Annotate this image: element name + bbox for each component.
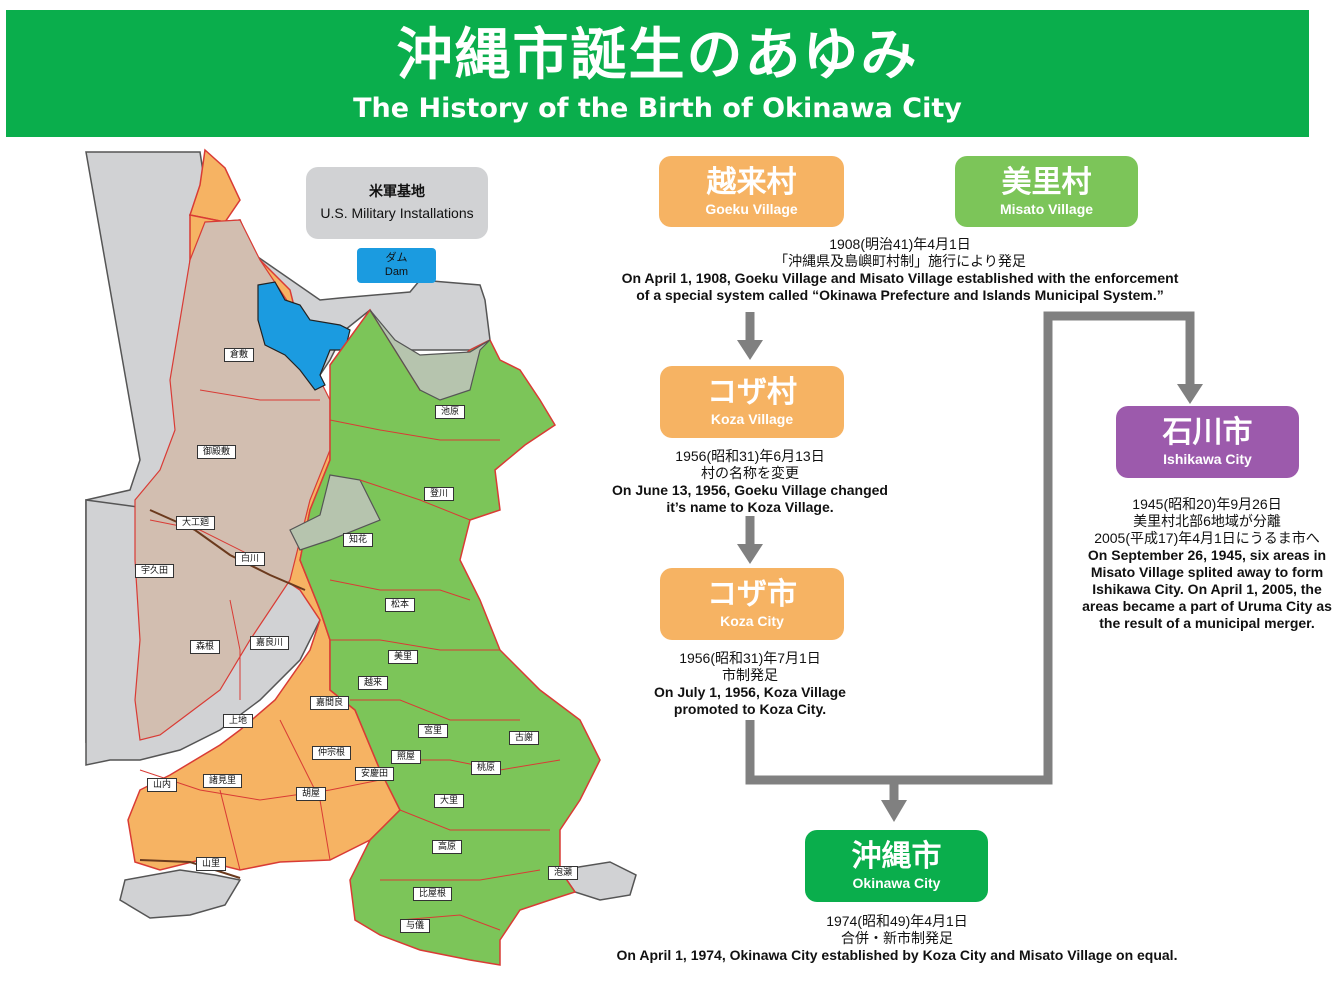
place-label: 嘉間良 bbox=[310, 696, 350, 710]
place-label: 安慶田 bbox=[355, 767, 395, 781]
place-label: 比屋根 bbox=[413, 887, 453, 901]
place-label: 与儀 bbox=[400, 919, 431, 933]
node-misato-village: 美里村 Misato Village bbox=[955, 156, 1138, 227]
title-japanese: 沖縄市誕生のあゆみ bbox=[396, 23, 919, 88]
place-label: 知花 bbox=[343, 533, 374, 547]
note-ishikawa-ja-1: 1945(昭和20)年9月26日 bbox=[1132, 496, 1282, 512]
dam-area bbox=[257, 281, 351, 391]
place-label: 泡瀬 bbox=[548, 866, 579, 880]
place-label: 古謝 bbox=[509, 731, 540, 745]
node-goeku-ja: 越来村 bbox=[706, 165, 797, 200]
arrow-head bbox=[881, 800, 907, 822]
note-1956b-ja: 市制発足 bbox=[722, 667, 778, 683]
node-goeku-village: 越来村 Goeku Village bbox=[659, 156, 844, 227]
misato-base-area bbox=[289, 309, 491, 551]
note-1908-date: 1908(明治41)年4月1日 bbox=[829, 236, 971, 252]
place-label: 仲宗根 bbox=[312, 746, 352, 760]
place-label: 嘉良川 bbox=[250, 636, 290, 650]
note-1956b-date: 1956(昭和31)年7月1日 bbox=[679, 650, 821, 666]
note-1956a-en-1: On June 13, 1956, Goeku Village changed bbox=[612, 482, 888, 498]
arrow-head bbox=[1177, 384, 1203, 404]
node-goeku-en: Goeku Village bbox=[705, 201, 798, 217]
place-label: 宇久田 bbox=[135, 564, 175, 578]
node-ishikawa-city: 石川市 Ishikawa City bbox=[1116, 406, 1299, 478]
node-misato-en: Misato Village bbox=[999, 201, 1094, 217]
place-label: 大里 bbox=[434, 794, 465, 808]
note-1908-en-2: of a special system called “Okinawa Pref… bbox=[636, 287, 1164, 303]
note-1908-ja: 「沖縄県及島嶼町村制」施行により発足 bbox=[774, 253, 1026, 269]
legend-military: 米軍基地 U.S. Military Installations bbox=[306, 167, 488, 239]
note-ishikawa-en-3: Ishikawa City. On April 1, 2005, the bbox=[1092, 581, 1322, 597]
title-english: The History of the Birth of Okinawa City bbox=[353, 93, 962, 124]
node-okinawa-ja: 沖縄市 bbox=[851, 839, 942, 874]
district-boundaries bbox=[139, 389, 561, 931]
note-ishikawa-en-5: the result of a municipal merger. bbox=[1099, 615, 1315, 631]
note-1956-june: 1956(昭和31)年6月13日 村の名称を変更 On June 13, 195… bbox=[610, 448, 890, 516]
place-label: 松本 bbox=[385, 598, 416, 612]
arrow-head bbox=[737, 544, 763, 564]
note-ishikawa-ja-2: 美里村北部6地域が分離 bbox=[1133, 513, 1281, 529]
note-ishikawa: 1945(昭和20)年9月26日 美里村北部6地域が分離 2005(平成17)年… bbox=[1080, 496, 1334, 632]
node-okinawa-en: Okinawa City bbox=[852, 875, 941, 891]
place-label: 山里 bbox=[196, 857, 227, 871]
note-ishikawa-en-4: areas became a part of Uruma City as bbox=[1082, 598, 1332, 614]
node-koza-village: コザ村 Koza Village bbox=[660, 366, 844, 438]
node-koza-village-en: Koza Village bbox=[710, 411, 794, 427]
legend-military-en: U.S. Military Installations bbox=[320, 205, 474, 221]
note-1974-date: 1974(昭和49)年4月1日 bbox=[826, 913, 968, 929]
note-1956b-en-2: promoted to Koza City. bbox=[673, 701, 827, 717]
note-1974-ja: 合併・新市制発足 bbox=[841, 930, 953, 946]
node-koza-city: コザ市 Koza City bbox=[660, 568, 844, 640]
note-1974: 1974(昭和49)年4月1日 合併・新市制発足 On April 1, 197… bbox=[600, 913, 1194, 964]
note-ishikawa-en-2: Misato Village splited away to form bbox=[1090, 564, 1324, 580]
place-label: 宮里 bbox=[418, 724, 449, 738]
place-label: 白川 bbox=[235, 552, 266, 566]
legend-dam-en: Dam bbox=[384, 266, 409, 278]
place-label: 大工廻 bbox=[176, 516, 216, 530]
note-ishikawa-en-1: On September 26, 1945, six areas in bbox=[1087, 547, 1327, 563]
note-1956-july: 1956(昭和31)年7月1日 市制発足 On July 1, 1956, Ko… bbox=[620, 650, 880, 718]
node-misato-ja: 美里村 bbox=[1001, 165, 1092, 200]
note-1908: 1908(明治41)年4月1日 「沖縄県及島嶼町村制」施行により発足 On Ap… bbox=[620, 236, 1180, 304]
node-ishikawa-en: Ishikawa City bbox=[1163, 451, 1252, 467]
note-1956a-date: 1956(昭和31)年6月13日 bbox=[675, 448, 825, 464]
place-label: 照屋 bbox=[391, 750, 422, 764]
place-label: 森根 bbox=[190, 640, 221, 654]
place-label: 越来 bbox=[358, 676, 389, 690]
legend-military-ja: 米軍基地 bbox=[369, 183, 425, 199]
note-1908-en-1: On April 1, 1908, Goeku Village and Misa… bbox=[621, 270, 1179, 286]
note-1956b-en-1: On July 1, 1956, Koza Village bbox=[654, 684, 846, 700]
node-koza-city-ja: コザ市 bbox=[707, 577, 797, 612]
place-label: 美里 bbox=[388, 650, 419, 664]
note-1956a-ja: 村の名称を変更 bbox=[701, 465, 799, 481]
place-label: 胡屋 bbox=[296, 787, 327, 801]
legend-dam: ダム Dam bbox=[357, 248, 436, 283]
place-label: 桃原 bbox=[471, 761, 502, 775]
note-ishikawa-ja-3: 2005(平成17)年4月1日にうるま市へ bbox=[1094, 530, 1320, 546]
arrow-head bbox=[737, 340, 763, 360]
note-1974-en-1: On April 1, 1974, Okinawa City establish… bbox=[616, 947, 1178, 963]
place-label: 池原 bbox=[435, 405, 466, 419]
place-label: 高原 bbox=[432, 840, 463, 854]
place-label: 山内 bbox=[147, 778, 178, 792]
note-1956a-en-2: it’s name to Koza Village. bbox=[666, 499, 834, 515]
place-label: 登川 bbox=[424, 487, 455, 501]
node-okinawa-city: 沖縄市 Okinawa City bbox=[805, 830, 988, 902]
node-koza-city-en: Koza City bbox=[720, 613, 784, 629]
place-label: 御殿敷 bbox=[197, 445, 237, 459]
place-label: 上地 bbox=[223, 714, 254, 728]
place-label: 諸見里 bbox=[203, 774, 243, 788]
node-ishikawa-ja: 石川市 bbox=[1162, 415, 1253, 450]
node-koza-village-ja: コザ村 bbox=[707, 375, 797, 410]
title-banner: 沖縄市誕生のあゆみ The History of the Birth of Ok… bbox=[6, 10, 1309, 137]
place-label: 倉敷 bbox=[224, 348, 255, 362]
legend-dam-ja: ダム bbox=[385, 252, 408, 264]
